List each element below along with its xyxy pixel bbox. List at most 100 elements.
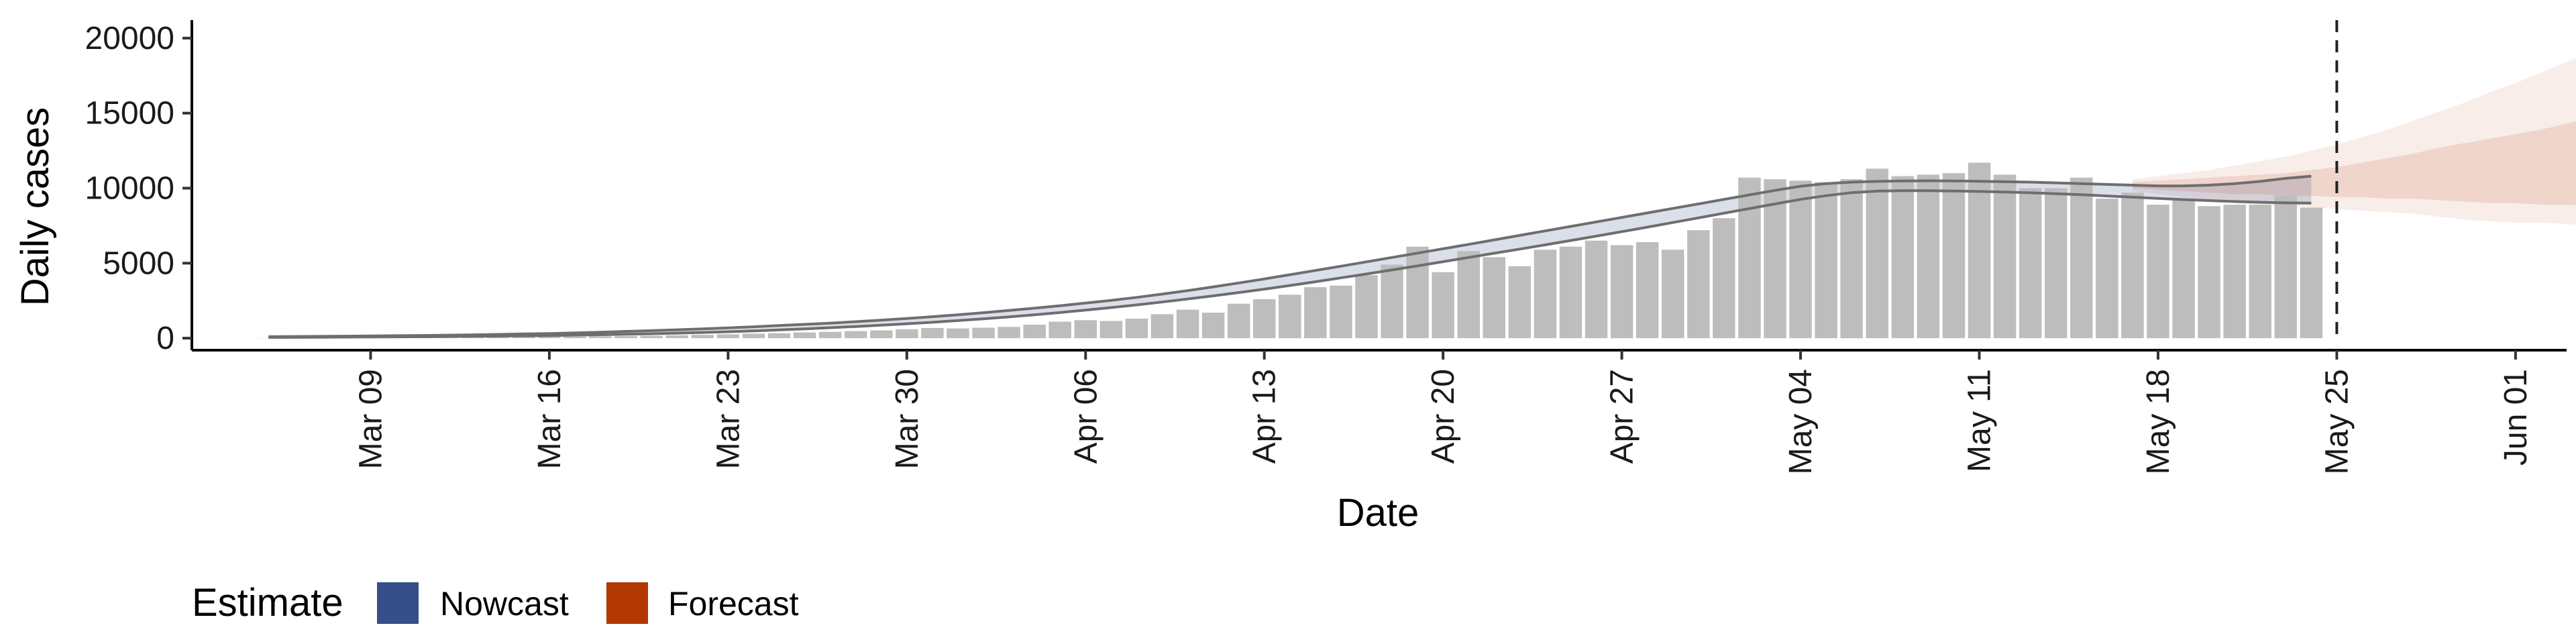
bar — [1023, 325, 1046, 339]
bar — [1330, 285, 1352, 339]
y-tick-label: 5000 — [103, 246, 174, 281]
bar — [589, 336, 612, 339]
bar — [896, 329, 918, 339]
x-tick-label: May 18 — [2141, 369, 2176, 474]
bar — [1099, 321, 1123, 339]
bar — [435, 337, 459, 339]
bar — [1534, 250, 1557, 339]
bar — [1176, 309, 1199, 339]
bar — [767, 333, 791, 339]
bar — [2198, 206, 2220, 339]
bar — [1713, 218, 1735, 339]
bar — [1304, 287, 1327, 339]
y-axis-title: Daily cases — [13, 107, 57, 307]
y-tick-label: 10000 — [85, 170, 174, 206]
bar — [1508, 266, 1532, 339]
bar — [1406, 246, 1429, 339]
bar — [870, 330, 893, 339]
legend-title: Estimate — [192, 581, 343, 625]
bar — [1662, 250, 1684, 339]
bar — [1355, 275, 1378, 339]
legend-swatch-forecast — [606, 582, 648, 624]
bar — [818, 331, 842, 339]
bar — [487, 337, 510, 339]
bar — [998, 327, 1020, 339]
bar — [1074, 320, 1097, 339]
x-tick-label: May 25 — [2319, 369, 2355, 474]
bar — [513, 337, 535, 339]
axes: 0 5000 10000 15000 20000 Mar 09 Mar 16 Mar 23 Ma… — [85, 20, 2567, 474]
band-outline-lines — [268, 174, 2312, 339]
bar — [1253, 299, 1276, 339]
legend-swatch-nowcast — [377, 582, 419, 624]
bar — [2096, 199, 2118, 339]
bar — [972, 327, 995, 339]
x-tick-label: Mar 09 — [354, 369, 389, 469]
nowcast-band — [268, 176, 2312, 337]
bar — [2019, 188, 2042, 339]
bar — [1917, 174, 1940, 339]
bar — [1457, 251, 1480, 339]
bar — [1201, 313, 1225, 339]
bar — [844, 331, 867, 339]
bar — [1279, 294, 1301, 339]
legend-label-forecast: Forecast — [668, 585, 799, 623]
bar — [716, 334, 740, 339]
bar — [2147, 205, 2169, 339]
legend: Estimate Nowcast Forecast — [192, 581, 799, 625]
bar — [1891, 176, 1915, 339]
x-tick-label: Mar 16 — [532, 369, 568, 469]
bar — [1866, 168, 1888, 339]
x-tick-label: Apr 06 — [1068, 369, 1104, 464]
bar — [1968, 162, 1991, 339]
x-tick-label: Mar 23 — [710, 369, 746, 469]
bar — [1125, 319, 1148, 339]
x-tick-label: May 04 — [1783, 369, 1819, 474]
x-tick-label: Jun 01 — [2498, 369, 2534, 466]
bar — [1381, 264, 1403, 339]
bar — [1049, 321, 1071, 339]
bar — [2300, 207, 2323, 339]
bar — [538, 337, 561, 339]
nowcast-upper-line — [268, 174, 2312, 338]
bar — [2172, 199, 2195, 339]
bar — [2274, 195, 2297, 339]
x-tick-label: Apr 27 — [1605, 369, 1640, 464]
legend-label-nowcast: Nowcast — [440, 585, 569, 623]
bar — [1432, 272, 1454, 339]
bar — [742, 333, 765, 339]
bar — [1610, 245, 1633, 339]
bar — [462, 337, 484, 339]
x-axis-title: Date — [1337, 491, 1419, 535]
bar — [1993, 174, 2017, 339]
bar — [921, 327, 944, 339]
bar — [1789, 180, 1812, 339]
x-tick-label: Apr 13 — [1247, 369, 1283, 464]
bar — [1559, 246, 1582, 339]
x-tick-label: Apr 20 — [1426, 369, 1461, 464]
nowcast-lower-line — [268, 189, 2312, 339]
bar — [691, 335, 714, 339]
bar — [2070, 177, 2093, 339]
bar — [1815, 182, 1837, 339]
bar — [1942, 173, 1966, 339]
y-tick-label: 20000 — [85, 21, 174, 56]
forecast-inner-band — [2132, 121, 2576, 205]
y-tick-label: 15000 — [85, 96, 174, 131]
bar — [665, 335, 688, 339]
bar — [1150, 314, 1174, 339]
x-tick-label: Mar 30 — [890, 369, 925, 469]
bar — [640, 335, 663, 339]
bar — [793, 332, 816, 339]
bar — [1687, 230, 1710, 339]
bar — [1227, 303, 1250, 339]
bar — [2249, 205, 2271, 339]
bar — [2223, 205, 2246, 339]
bar — [564, 336, 586, 339]
bar — [947, 328, 969, 339]
bar — [2045, 188, 2068, 339]
bar — [2121, 193, 2144, 339]
y-tick-label: 0 — [156, 321, 174, 356]
bar-series — [257, 162, 2323, 339]
